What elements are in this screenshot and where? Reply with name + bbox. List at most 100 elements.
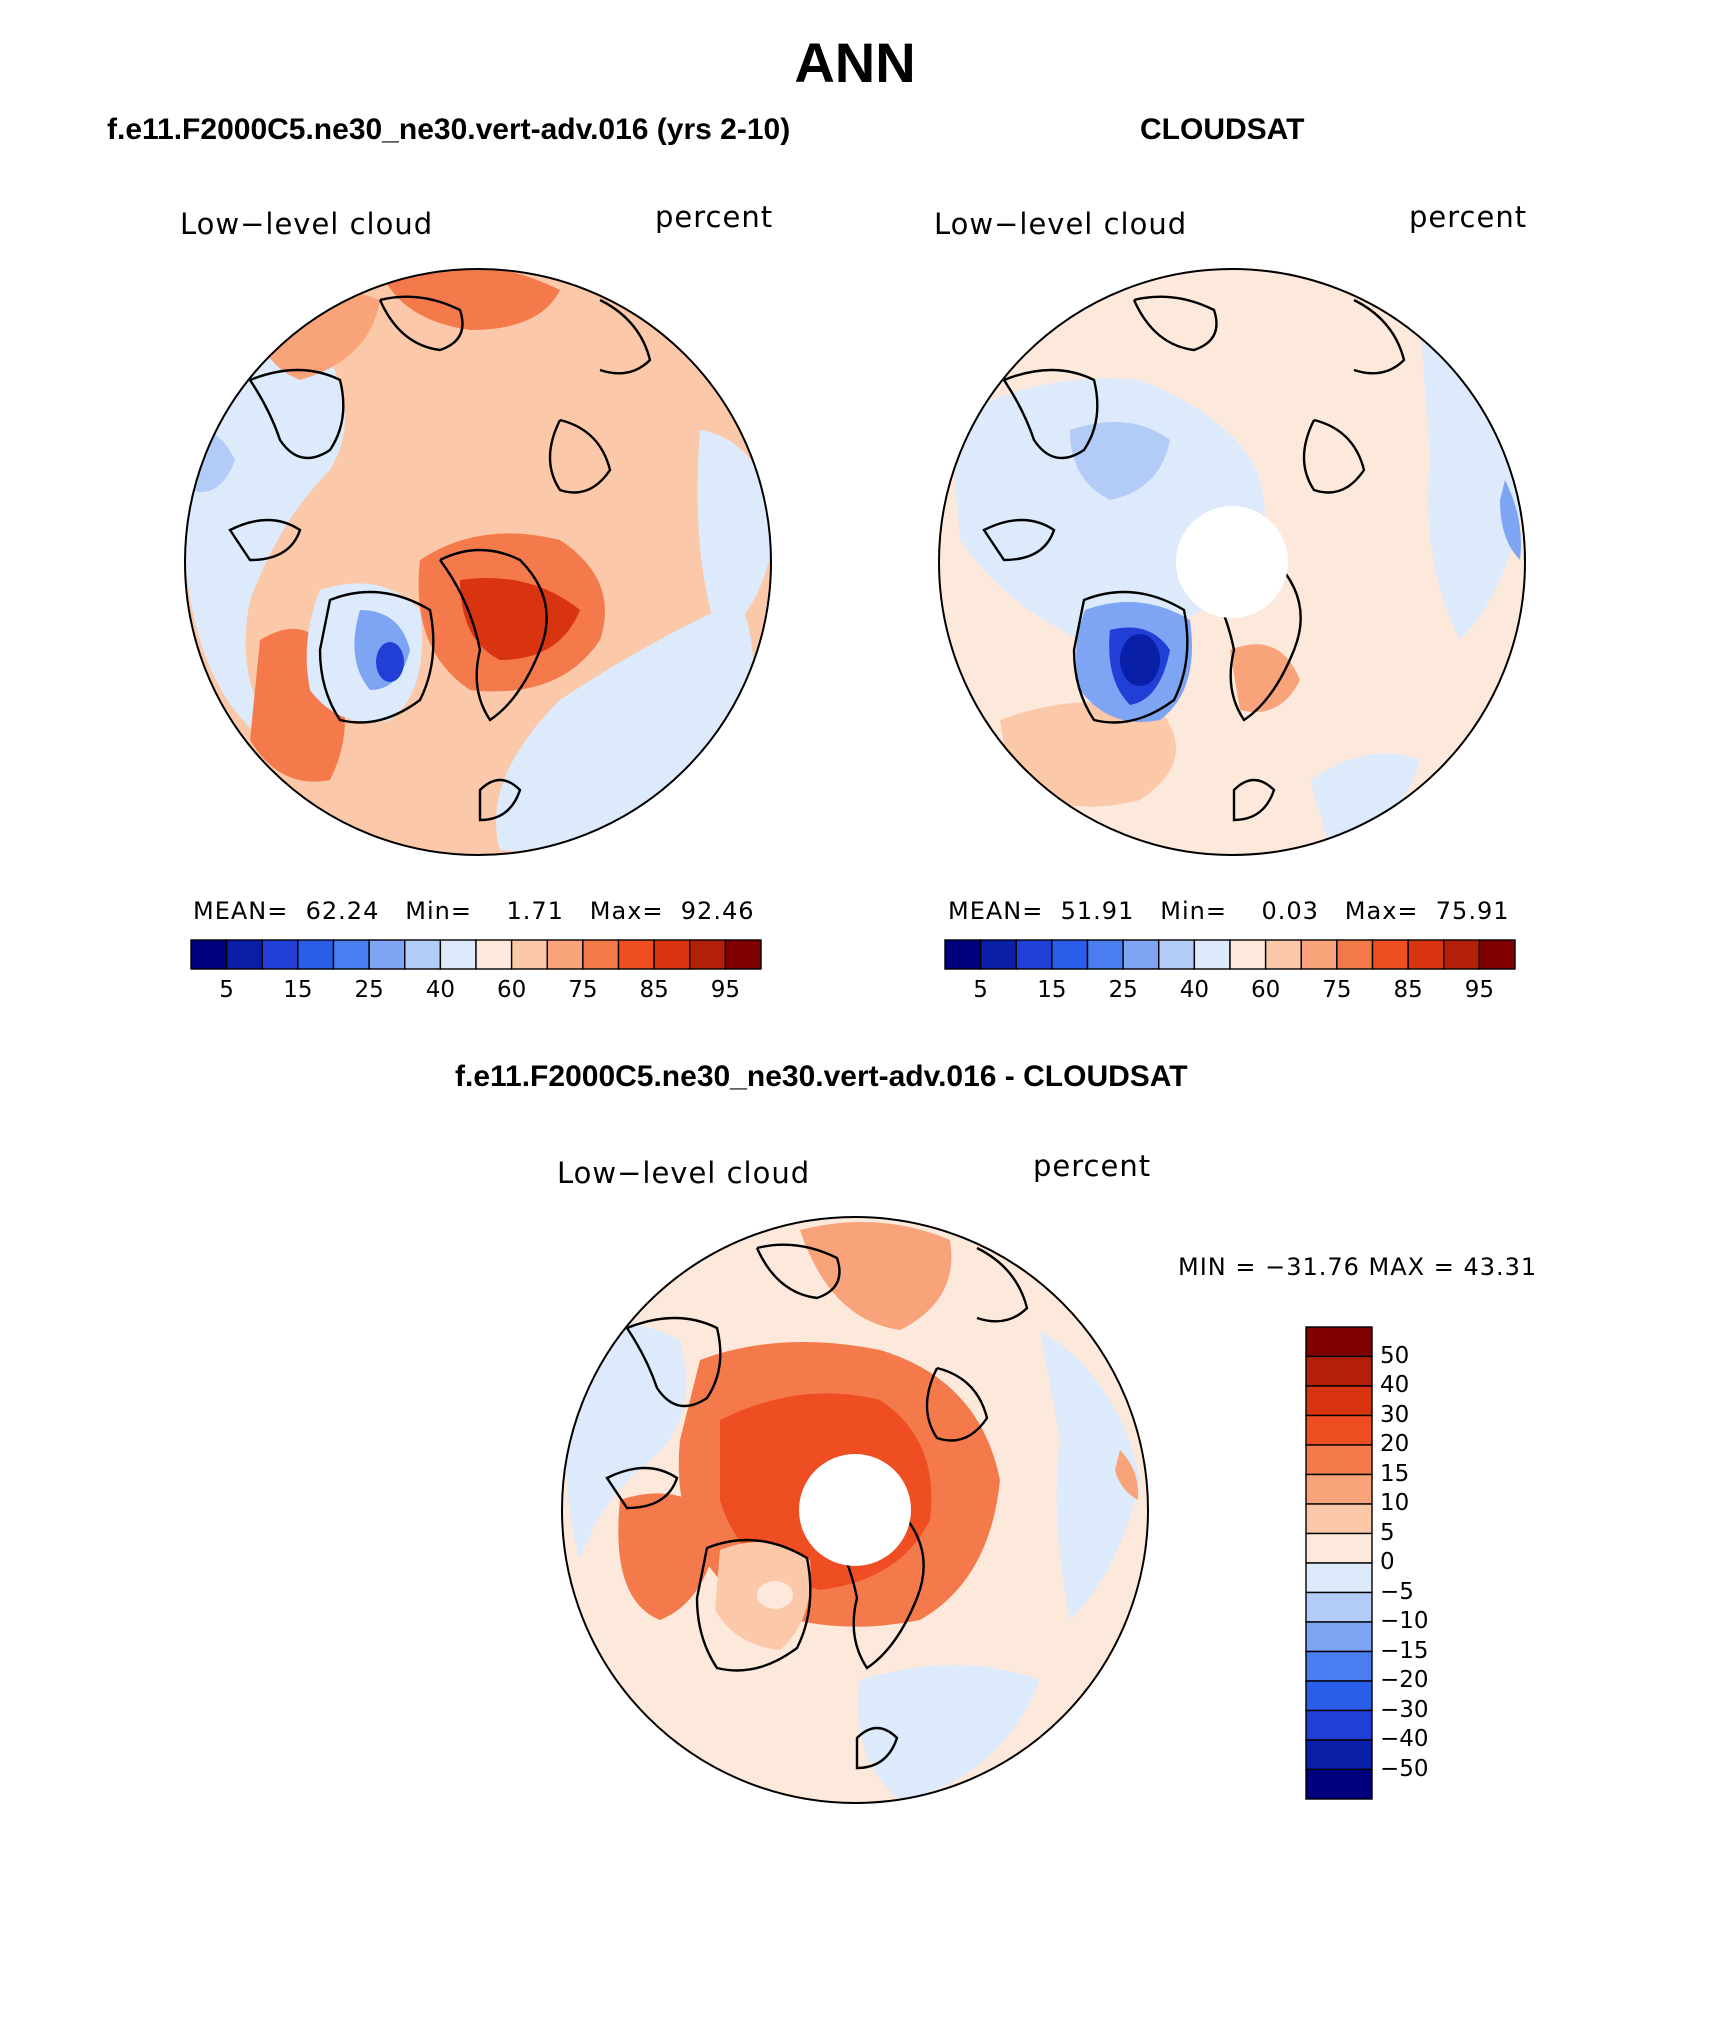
model-colorbar-tick-label: 40 xyxy=(425,977,456,1003)
model-min-label: Min= xyxy=(405,897,472,925)
obs-colorbar-box xyxy=(944,939,982,970)
obs-panel-title: CLOUDSAT xyxy=(1140,113,1305,146)
diff-colorbar-box xyxy=(1305,1326,1373,1358)
diff-colorbar-tick-label: 5 xyxy=(1380,1519,1395,1546)
model-colorbar-box xyxy=(261,939,299,970)
model-colorbar-box xyxy=(582,939,620,970)
obs-max-label: Max= xyxy=(1344,897,1419,925)
diff-colorbar-box xyxy=(1305,1562,1373,1594)
diff-colorbar-tick-label: 15 xyxy=(1380,1460,1410,1487)
model-colorbar-box xyxy=(653,939,691,970)
model-polar-map xyxy=(185,269,771,855)
diff-map-border xyxy=(561,1216,1149,1804)
model-colorbar-box xyxy=(475,939,513,970)
diff-colorbar-box xyxy=(1305,1591,1373,1623)
obs-colorbar-box xyxy=(979,939,1017,970)
obs-mean-value: 51.91 xyxy=(1060,897,1135,925)
diff-colorbar-box xyxy=(1305,1444,1373,1476)
model-stats: MEAN= 62.24 Min= 1.71 Max= 92.46 xyxy=(193,897,755,925)
model-colorbar-box xyxy=(368,939,406,970)
diff-colorbar-box xyxy=(1305,1473,1373,1505)
model-max-label: Max= xyxy=(589,897,664,925)
obs-colorbar-box xyxy=(1443,939,1481,970)
model-mean-label: MEAN= xyxy=(193,897,289,925)
diff-panel-title: f.e11.F2000C5.ne30_ne30.vert-adv.016 - C… xyxy=(455,1060,1188,1093)
model-variable-label: Low−level cloud xyxy=(180,207,434,241)
model-colorbar-box xyxy=(404,939,442,970)
obs-colorbar-box xyxy=(1015,939,1053,970)
diff-coastlines xyxy=(605,1243,1029,1770)
obs-colorbar-tick-label: 75 xyxy=(1322,977,1352,1003)
obs-colorbar-tick-label: 25 xyxy=(1108,977,1138,1003)
model-colorbar-tick-label: 15 xyxy=(283,977,313,1003)
obs-pole-hole xyxy=(1176,506,1288,618)
obs-colorbar xyxy=(944,939,1516,970)
model-colorbar-tick-label: 75 xyxy=(568,977,598,1003)
model-colorbar-tick-label: 85 xyxy=(639,977,669,1003)
diff-polar-map xyxy=(562,1217,1148,1803)
diff-colorbar-box xyxy=(1305,1503,1373,1535)
model-colorbar-tick-label: 60 xyxy=(496,977,527,1003)
model-min-value: 1.71 xyxy=(506,897,564,925)
obs-colorbar-box xyxy=(1229,939,1267,970)
diff-colorbar xyxy=(1305,1326,1373,1800)
model-colorbar-box xyxy=(190,939,228,970)
obs-coastlines xyxy=(982,295,1406,822)
obs-colorbar-box xyxy=(1407,939,1445,970)
obs-max-value: 75.91 xyxy=(1435,897,1510,925)
obs-colorbar-box xyxy=(1478,939,1516,970)
model-coastlines xyxy=(228,295,652,822)
obs-colorbar-tick-label: 15 xyxy=(1037,977,1067,1003)
obs-min-value: 0.03 xyxy=(1261,897,1319,925)
diff-minmax: MIN = −31.76 MAX = 43.31 xyxy=(1178,1253,1538,1281)
model-max-value: 92.46 xyxy=(680,897,755,925)
obs-colorbar-box xyxy=(1300,939,1338,970)
obs-colorbar-tick-label: 5 xyxy=(973,977,988,1003)
obs-colorbar-box xyxy=(1158,939,1196,970)
model-colorbar-tick-label: 5 xyxy=(219,977,234,1003)
obs-colorbar-tick-label: 85 xyxy=(1393,977,1423,1003)
diff-colorbar-box xyxy=(1305,1355,1373,1387)
model-colorbar-box xyxy=(546,939,584,970)
diff-colorbar-tick-label: −15 xyxy=(1380,1637,1429,1664)
diff-colorbar-box xyxy=(1305,1621,1373,1653)
model-units-label: percent xyxy=(655,200,774,234)
model-mean-value: 62.24 xyxy=(305,897,380,925)
obs-stats: MEAN= 51.91 Min= 0.03 Max= 75.91 xyxy=(948,897,1510,925)
diff-colorbar-tick-label: −10 xyxy=(1380,1608,1429,1634)
diff-colorbar-tick-label: −30 xyxy=(1380,1696,1429,1723)
model-colorbar-tick-label: 25 xyxy=(354,977,384,1003)
obs-variable-label: Low−level cloud xyxy=(934,207,1188,241)
obs-colorbar-box xyxy=(1264,939,1302,970)
obs-mean-label: MEAN= xyxy=(948,897,1044,925)
diff-colorbar-tick-label: 0 xyxy=(1380,1549,1395,1575)
obs-colorbar-box xyxy=(1051,939,1089,970)
diff-units-label: percent xyxy=(1033,1149,1152,1183)
diff-colorbar-tick-label: −20 xyxy=(1380,1667,1429,1693)
model-colorbar-box xyxy=(510,939,548,970)
diff-colorbar-tick-label: −5 xyxy=(1380,1578,1414,1605)
obs-colorbar-tick-label: 60 xyxy=(1250,977,1281,1003)
model-map-border xyxy=(184,268,772,856)
obs-colorbar-box xyxy=(1086,939,1124,970)
diff-colorbar-tick-label: −50 xyxy=(1380,1755,1429,1782)
obs-colorbar-box xyxy=(1336,939,1374,970)
diff-colorbar-box xyxy=(1305,1414,1373,1446)
diff-colorbar-tick-label: 40 xyxy=(1380,1372,1410,1398)
obs-colorbar-box xyxy=(1371,939,1409,970)
diff-colorbar-tick-label: 50 xyxy=(1380,1342,1410,1369)
figure-title: ANN xyxy=(794,31,916,94)
diff-pole-hole xyxy=(799,1454,911,1566)
model-colorbar-box xyxy=(332,939,370,970)
diff-colorbar-box xyxy=(1305,1650,1373,1682)
model-colorbar-box xyxy=(439,939,477,970)
diff-variable-label: Low−level cloud xyxy=(557,1156,811,1190)
model-colorbar-box xyxy=(225,939,263,970)
diff-colorbar-box xyxy=(1305,1532,1373,1564)
diff-colorbar-box xyxy=(1305,1739,1373,1771)
obs-min-label: Min= xyxy=(1160,897,1227,925)
diff-colorbar-box xyxy=(1305,1680,1373,1712)
diff-colorbar-tick-label: −40 xyxy=(1380,1726,1429,1752)
diff-colorbar-tick-label: 20 xyxy=(1380,1431,1410,1457)
